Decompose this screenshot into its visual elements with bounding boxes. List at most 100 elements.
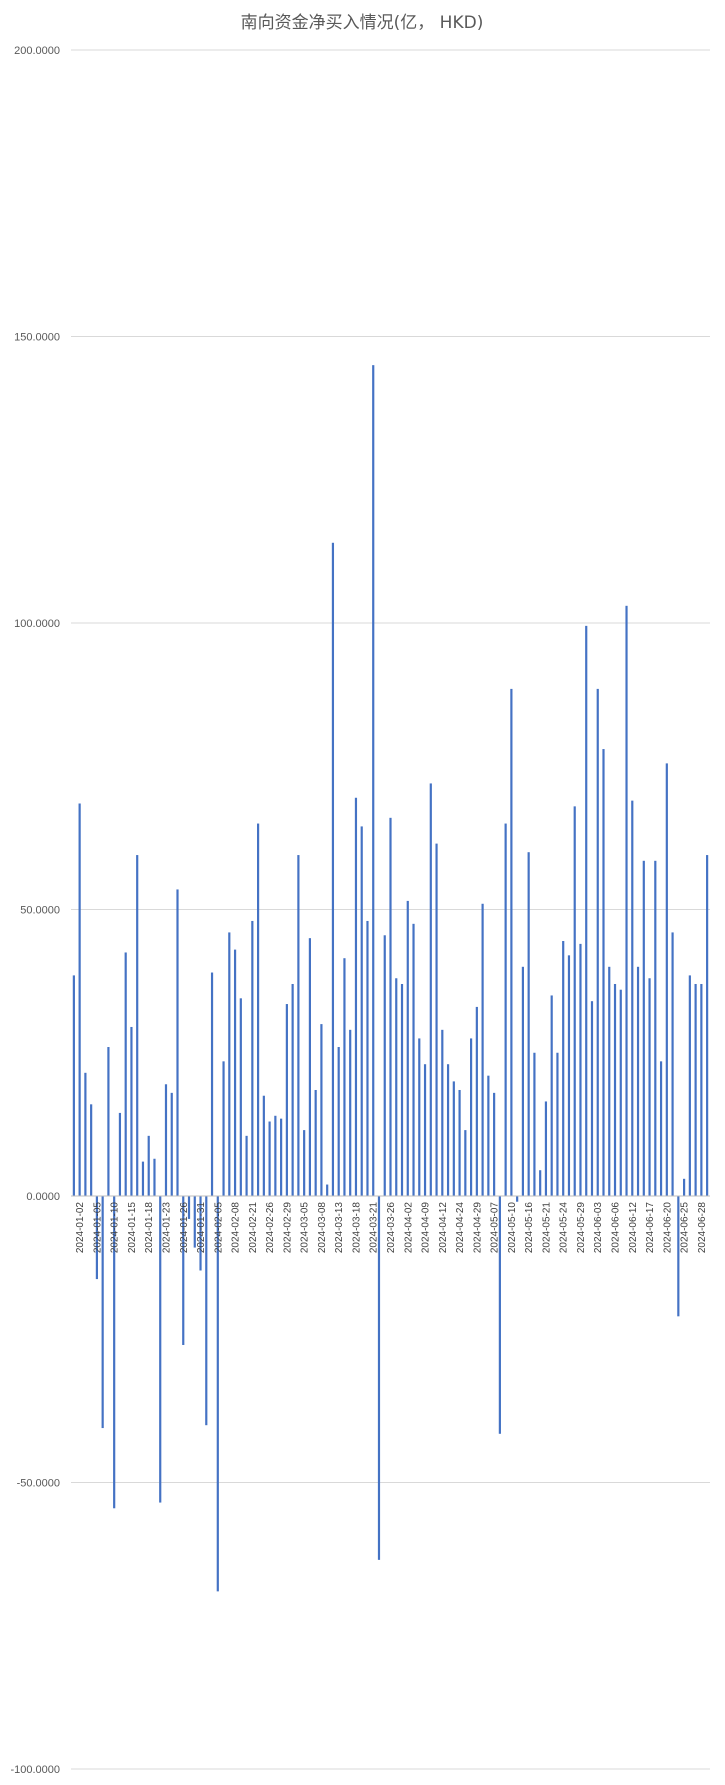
x-tick-label: 2024-03-05 [300, 1202, 311, 1254]
bar [625, 605, 628, 1196]
x-tick-label: 2024-03-18 [351, 1202, 362, 1254]
bar [412, 923, 415, 1196]
bar [291, 983, 294, 1196]
bar [84, 1072, 87, 1196]
bar [274, 1115, 277, 1196]
bar [331, 542, 335, 1196]
bar [228, 932, 231, 1196]
bar [608, 966, 611, 1196]
bar [619, 989, 622, 1196]
bar [429, 783, 432, 1196]
y-tick-label: 0.0000 [26, 1191, 60, 1203]
x-tick-label: 2024-04-02 [403, 1202, 414, 1254]
bar [539, 1170, 542, 1196]
bar [418, 1038, 421, 1196]
bar [602, 749, 605, 1196]
bar [516, 1196, 519, 1202]
x-tick-label: 2024-06-25 [680, 1202, 691, 1254]
bar [521, 966, 524, 1196]
bar [487, 1075, 490, 1196]
bar [233, 949, 237, 1196]
bar [567, 955, 571, 1196]
bar [280, 1118, 283, 1196]
bar [159, 1196, 162, 1503]
bar [389, 817, 392, 1196]
bar [406, 900, 409, 1196]
bar [118, 1112, 122, 1196]
x-tick-label: 2024-06-06 [611, 1202, 622, 1254]
bar [124, 952, 127, 1196]
bar [245, 1135, 248, 1196]
x-tick-label: 2024-01-18 [144, 1202, 155, 1254]
bar [395, 978, 398, 1196]
x-tick-label: 2024-04-09 [421, 1202, 432, 1254]
bar [377, 1196, 381, 1560]
bar [210, 972, 214, 1196]
bar [636, 966, 640, 1196]
x-tick-label: 2024-02-29 [282, 1202, 293, 1254]
bar [182, 1196, 185, 1345]
bar [475, 1006, 478, 1196]
chart-title: 南向资金净买入情况(亿， HKD) [241, 13, 484, 33]
bar [90, 1104, 93, 1196]
bar [78, 803, 81, 1196]
bar [343, 958, 346, 1196]
bar [659, 1061, 663, 1196]
bar [113, 1196, 116, 1509]
bar [613, 983, 617, 1196]
y-tick-label: 100.0000 [14, 618, 60, 630]
bar [170, 1092, 173, 1196]
x-tick-label: 2024-01-23 [161, 1202, 172, 1254]
bar [337, 1047, 340, 1196]
x-tick-label: 2024-01-26 [179, 1202, 190, 1254]
bar [372, 365, 375, 1196]
bar [700, 983, 703, 1196]
bar [423, 1064, 427, 1196]
bar [596, 688, 599, 1196]
bar [193, 1196, 196, 1248]
bar [441, 1029, 444, 1196]
bar [326, 1184, 329, 1196]
bar [251, 920, 254, 1196]
bar [187, 1196, 191, 1219]
x-tick-label: 2024-05-07 [490, 1202, 501, 1254]
bar [556, 1052, 559, 1196]
bar [349, 1029, 352, 1196]
bar [239, 998, 242, 1196]
x-tick-label: 2024-03-26 [386, 1202, 397, 1254]
bar [493, 1092, 496, 1196]
bar [257, 823, 260, 1196]
bar [527, 852, 530, 1196]
bar [579, 943, 582, 1196]
x-tick-label: 2024-06-03 [593, 1202, 604, 1254]
bar [400, 983, 404, 1196]
bar [642, 860, 645, 1196]
x-tick-label: 2024-06-17 [645, 1202, 656, 1254]
x-tick-label: 2024-05-21 [541, 1202, 552, 1254]
x-tick-label: 2024-03-21 [369, 1202, 380, 1254]
bar [458, 1089, 461, 1196]
x-tick-label: 2024-02-08 [231, 1202, 242, 1254]
bar [706, 855, 709, 1196]
bar [141, 1161, 145, 1196]
bar [101, 1196, 104, 1429]
bar [164, 1084, 168, 1196]
x-tick-label: 2024-02-21 [248, 1202, 259, 1254]
bar [308, 938, 311, 1196]
x-tick-label: 2024-06-12 [628, 1202, 639, 1254]
bar [268, 1121, 271, 1196]
bar [285, 1004, 288, 1196]
bar [446, 1064, 450, 1196]
bar [452, 1081, 455, 1196]
bar [683, 1178, 686, 1196]
bar [470, 1038, 473, 1196]
bar [153, 1158, 156, 1196]
y-tick-label: 150.0000 [14, 332, 60, 344]
bar [205, 1196, 208, 1426]
bar [677, 1196, 680, 1317]
bars [72, 365, 709, 1592]
bar [222, 1061, 225, 1196]
bar [688, 975, 691, 1196]
bar [147, 1135, 150, 1196]
